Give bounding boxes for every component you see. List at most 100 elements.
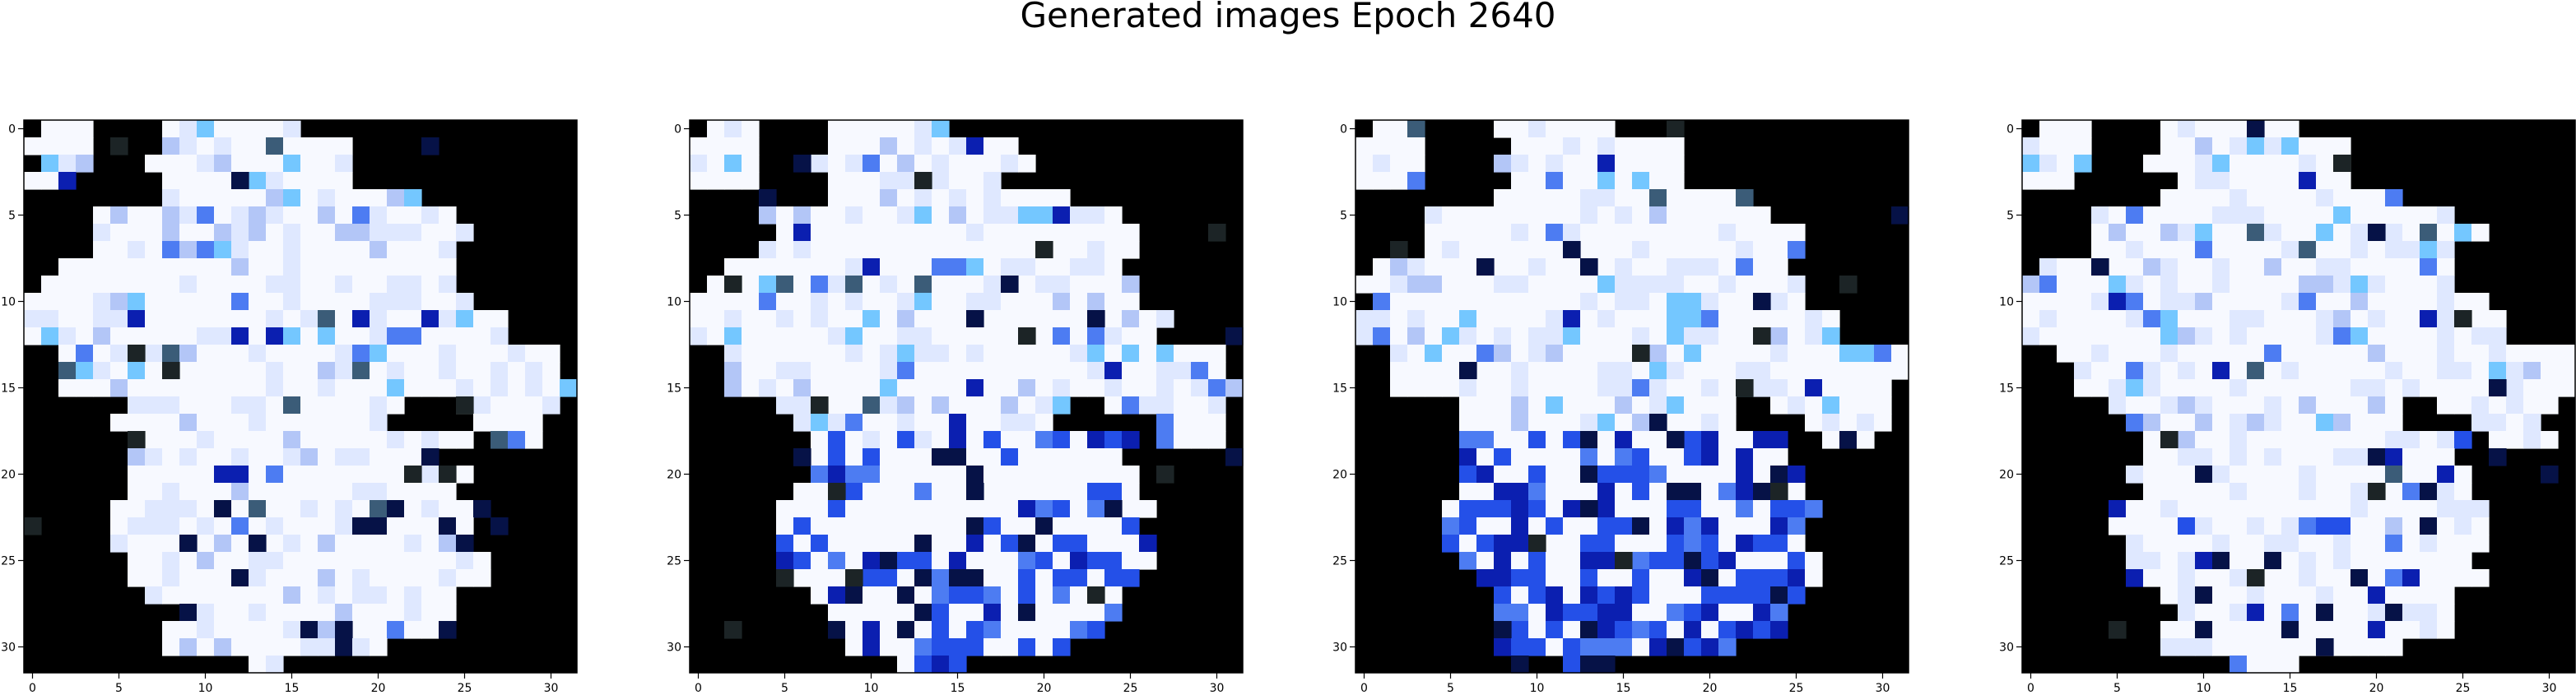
image-pixel <box>2402 327 2420 345</box>
image-pixel <box>1494 621 1512 639</box>
image-pixel <box>318 586 336 605</box>
image-pixel <box>2385 258 2403 276</box>
image-pixel <box>2264 586 2282 605</box>
image-pixel <box>2160 310 2178 328</box>
image-pixel <box>404 345 422 363</box>
image-pixel <box>1718 414 1737 432</box>
image-pixel <box>1615 379 1633 397</box>
image-pixel <box>439 604 457 622</box>
image-pixel <box>828 345 846 363</box>
image-pixel <box>1035 431 1053 449</box>
image-pixel <box>2333 569 2351 587</box>
image-pixel <box>387 569 405 587</box>
image-pixel <box>1667 155 1685 173</box>
image-pixel <box>1104 206 1123 225</box>
image-pixel <box>707 137 725 155</box>
image-pixel <box>1649 517 1667 535</box>
image-pixel <box>1476 448 1495 466</box>
image-pixel <box>2368 224 2386 242</box>
image-pixel <box>2299 414 2317 432</box>
image-pixel <box>2195 431 2213 449</box>
image-pixel <box>1580 258 1598 276</box>
image-pixel <box>1001 362 1019 380</box>
image-pixel <box>845 586 863 605</box>
image-pixel <box>966 466 984 484</box>
image-pixel <box>983 604 1002 622</box>
image-pixel <box>2143 517 2161 535</box>
image-pixel <box>421 327 439 345</box>
image-pixel <box>197 621 215 639</box>
image-pixel <box>266 621 284 639</box>
image-pixel <box>880 155 898 173</box>
image-pixel <box>742 258 760 276</box>
image-pixel <box>897 638 915 656</box>
image-pixel <box>266 396 284 415</box>
image-pixel <box>2091 224 2109 242</box>
image-pixel <box>249 569 267 587</box>
image-pixel <box>1494 379 1512 397</box>
image-pixel <box>1476 517 1495 535</box>
image-pixel <box>197 535 215 553</box>
image-pixel <box>1528 310 1546 328</box>
image-pixel <box>76 258 94 276</box>
image-pixel <box>2333 137 2351 155</box>
image-pixel <box>456 362 474 380</box>
image-pixel <box>214 396 232 415</box>
image-pixel <box>1122 293 1140 311</box>
image-pixel <box>2126 327 2144 345</box>
image-pixel <box>2489 345 2507 363</box>
image-pixel <box>249 586 267 605</box>
image-pixel <box>2420 224 2438 242</box>
image-pixel <box>2316 604 2334 622</box>
image-pixel <box>2385 293 2403 311</box>
image-pixel <box>1035 621 1053 639</box>
image-pixel <box>335 586 353 605</box>
image-pixel <box>2333 293 2351 311</box>
image-pixel <box>2126 569 2144 587</box>
image-pixel <box>214 345 232 363</box>
image-pixel <box>932 189 950 207</box>
image-pixel <box>1442 224 1460 242</box>
image-pixel <box>2316 569 2334 587</box>
image-pixel <box>1390 241 1408 259</box>
image-pixel <box>1701 241 1719 259</box>
image-pixel <box>845 258 863 276</box>
image-pixel <box>2316 258 2334 276</box>
y-tick-label: 20 <box>1999 469 2014 482</box>
image-pixel <box>2385 604 2403 622</box>
image-pixel <box>1649 293 1667 311</box>
image-pixel <box>1528 569 1546 587</box>
image-pixel <box>983 276 1002 294</box>
image-pixel <box>318 431 336 449</box>
image-pixel <box>162 293 180 311</box>
image-pixel <box>1018 638 1036 656</box>
image-pixel <box>1563 155 1581 173</box>
image-pixel <box>2057 137 2075 155</box>
image-pixel <box>197 517 215 535</box>
image-pixel <box>1528 431 1546 449</box>
image-pixel <box>914 396 932 415</box>
image-pixel <box>2316 206 2334 225</box>
image-pixel <box>2385 362 2403 380</box>
image-pixel <box>932 604 950 622</box>
image-pixel <box>1563 604 1581 622</box>
image-pixel <box>932 638 950 656</box>
image-pixel <box>318 293 336 311</box>
image-pixel <box>1580 241 1598 259</box>
image-pixel <box>1649 362 1667 380</box>
image-pixel <box>2316 327 2334 345</box>
image-pixel <box>983 535 1002 553</box>
image-pixel <box>1597 656 1616 674</box>
image-pixel <box>93 258 111 276</box>
image-pixel <box>231 120 249 138</box>
image-pixel <box>1407 293 1425 311</box>
image-pixel <box>1649 500 1667 518</box>
image-pixel <box>1425 241 1443 259</box>
image-pixel <box>742 276 760 294</box>
image-pixel <box>811 241 829 259</box>
image-pixel <box>845 414 863 432</box>
image-pixel <box>2178 276 2196 294</box>
image-pixel <box>1563 535 1581 553</box>
image-pixel <box>776 206 794 225</box>
